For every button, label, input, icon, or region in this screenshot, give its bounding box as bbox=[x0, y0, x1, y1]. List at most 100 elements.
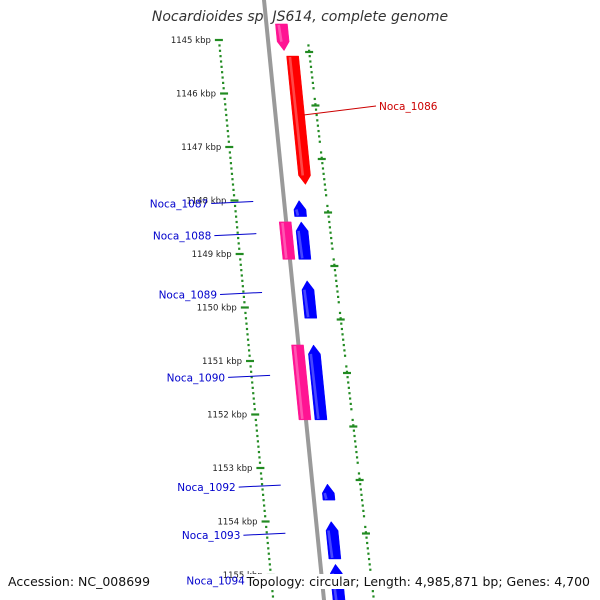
outer-tick-dot bbox=[345, 370, 349, 373]
inner-tick-dot bbox=[262, 499, 265, 502]
outer-tick-dot bbox=[316, 124, 320, 127]
outer-tick-dot bbox=[311, 76, 314, 79]
outer-tick-dot bbox=[314, 108, 318, 111]
inner-tick-dot bbox=[227, 140, 230, 143]
outer-tick-dot bbox=[364, 531, 367, 534]
inner-tick-dot bbox=[251, 381, 254, 384]
gene-label-Noca_1088[interactable]: Noca_1088 bbox=[153, 231, 211, 243]
gene-Noca_1088-shade bbox=[297, 230, 304, 259]
inner-tick-dot bbox=[249, 365, 252, 368]
outer-tick-dot bbox=[324, 188, 327, 191]
inner-tick-dot bbox=[252, 397, 255, 400]
inner-tick-dot bbox=[245, 322, 248, 325]
outer-tick-dot bbox=[330, 236, 333, 240]
inner-tick-dot bbox=[220, 71, 224, 74]
outer-tick-dot bbox=[310, 71, 313, 74]
gene-label-Noca_1087[interactable]: Noca_1087 bbox=[150, 199, 208, 211]
gene-Noca_1093 bbox=[325, 521, 342, 560]
inner-tick-dot bbox=[230, 172, 234, 175]
inner-tick-dot bbox=[266, 541, 269, 545]
outer-tick-dot bbox=[347, 381, 350, 384]
outer-tick-dot bbox=[313, 97, 316, 101]
gene-label-Noca_1094[interactable]: Noca_1094 bbox=[186, 576, 245, 588]
inner-tick-dot bbox=[224, 108, 227, 111]
inner-tick-dot bbox=[250, 370, 253, 373]
inner-tick-dot bbox=[237, 236, 240, 240]
outer-tick-dot bbox=[319, 151, 323, 154]
outer-tick-dot bbox=[309, 60, 312, 63]
outer-tick-dot bbox=[317, 129, 320, 133]
inner-tick-dot bbox=[257, 445, 260, 448]
backbone-line bbox=[261, 0, 327, 600]
outer-tick-dot bbox=[351, 418, 354, 422]
gene-Noca_1093-body bbox=[325, 521, 342, 560]
tick-label: 1149 kbp bbox=[192, 250, 232, 260]
gene-Noca_1086 bbox=[286, 55, 311, 185]
outer-tick-dot bbox=[354, 440, 357, 443]
inner-tick-dot bbox=[260, 477, 263, 480]
gene-Noca_1090 bbox=[308, 344, 328, 421]
tick-label: 1154 kbp bbox=[218, 518, 258, 528]
outer-tick-dot bbox=[327, 215, 330, 218]
inner-tick-dot bbox=[251, 386, 254, 389]
leader-Noca_1090 bbox=[228, 374, 271, 378]
inner-tick-dot bbox=[261, 493, 265, 496]
outer-tick-dot bbox=[360, 493, 363, 496]
inner-tick-dot bbox=[269, 568, 272, 571]
hit-forward-1-shade bbox=[281, 222, 288, 259]
outer-tick-dot bbox=[343, 354, 347, 357]
inner-tick-dot bbox=[236, 226, 239, 229]
gene-Noca_1089-shade bbox=[303, 289, 310, 318]
outer-tick-dot bbox=[326, 210, 330, 213]
outer-tick-dot bbox=[366, 541, 369, 545]
inner-tick-dot bbox=[237, 242, 240, 245]
outer-tick-dot bbox=[349, 397, 352, 400]
outer-tick-dot bbox=[321, 167, 325, 170]
inner-tick-dot bbox=[224, 103, 227, 106]
outer-tick-dot bbox=[325, 194, 328, 197]
gene-Noca_1090-shade bbox=[309, 353, 320, 420]
gene-Noca_1092 bbox=[322, 483, 336, 501]
inner-tick-dot bbox=[222, 81, 225, 84]
outer-tick-dot bbox=[307, 49, 311, 52]
inner-tick-dot bbox=[247, 343, 250, 347]
outer-tick-dot bbox=[345, 365, 348, 368]
outer-tick-dot bbox=[364, 525, 367, 529]
gene-label-Noca_1086[interactable]: Noca_1086 bbox=[379, 101, 438, 113]
outer-tick-dot bbox=[323, 178, 326, 181]
gene-label-Noca_1092[interactable]: Noca_1092 bbox=[177, 482, 235, 494]
outer-tick-dot bbox=[331, 247, 334, 250]
inner-tick-dot bbox=[232, 194, 236, 197]
inner-tick-dot bbox=[243, 301, 246, 304]
inner-tick-dot bbox=[230, 167, 233, 170]
outer-tick-dot bbox=[362, 509, 365, 512]
outer-tick-dot bbox=[338, 311, 342, 315]
gene-label-Noca_1090[interactable]: Noca_1090 bbox=[167, 372, 225, 384]
inner-tick-dot bbox=[260, 483, 264, 486]
outer-tick-dot bbox=[326, 204, 329, 208]
outer-tick-dot bbox=[316, 119, 319, 122]
outer-tick-dot bbox=[311, 81, 314, 84]
outer-tick-dot bbox=[357, 472, 361, 475]
outer-tick-dot bbox=[365, 536, 368, 539]
outer-tick-dot bbox=[333, 263, 336, 266]
outer-tick-dot bbox=[348, 392, 351, 395]
inner-tick-dot bbox=[219, 55, 222, 58]
inner-tick-dot bbox=[268, 563, 271, 566]
outer-tick-dot bbox=[367, 557, 371, 561]
inner-tick-dot bbox=[241, 285, 244, 288]
inner-tick-dot bbox=[229, 156, 232, 159]
inner-tick-dot bbox=[252, 392, 255, 395]
inner-tick-dot bbox=[247, 349, 251, 352]
gene-Noca_1092-body bbox=[322, 483, 336, 501]
gene-label-Noca_1093[interactable]: Noca_1093 bbox=[182, 530, 240, 542]
inner-tick-dot bbox=[234, 210, 237, 213]
outer-tick-dot bbox=[328, 226, 332, 229]
outer-tick-dot bbox=[346, 376, 349, 379]
outer-tick-dot bbox=[309, 65, 313, 68]
inner-tick-dot bbox=[261, 488, 264, 491]
gene-label-Noca_1089[interactable]: Noca_1089 bbox=[159, 289, 217, 301]
leader-Noca_1092 bbox=[238, 484, 281, 488]
outer-tick-dot bbox=[307, 44, 310, 47]
